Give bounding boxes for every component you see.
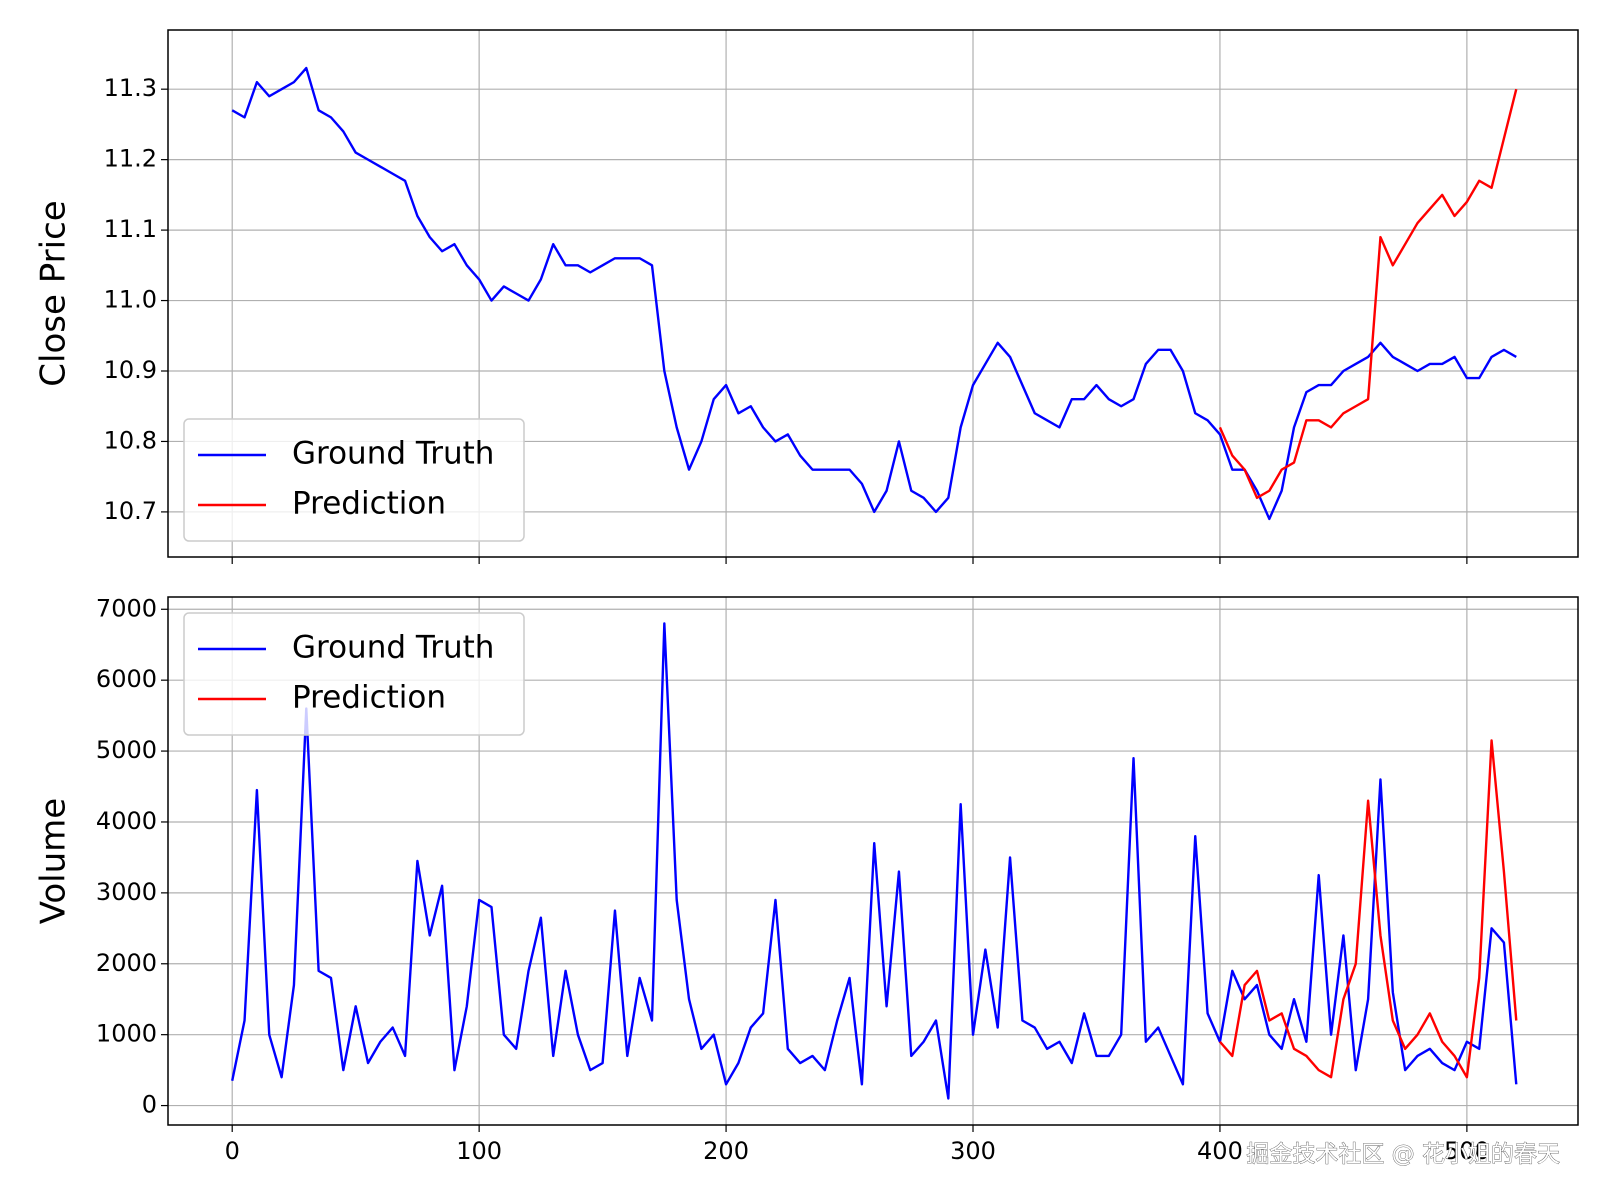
y-tick-label: 11.1 <box>104 215 157 243</box>
y-tick-label: 5000 <box>96 736 157 764</box>
y-tick-label: 11.0 <box>104 286 157 314</box>
y-tick-label: 2000 <box>96 949 157 977</box>
legend-label: Ground Truth <box>292 630 494 666</box>
x-tick-label: 400 <box>1197 1137 1243 1165</box>
y-tick-label: 3000 <box>96 878 157 906</box>
series-line <box>231 622 1518 1100</box>
x-tick-label: 300 <box>950 1137 996 1165</box>
y-tick-label: 1000 <box>96 1020 157 1048</box>
y-tick-label: 10.9 <box>104 356 157 384</box>
y-tick-label: 11.2 <box>104 145 157 173</box>
y-tick-label: 7000 <box>96 594 157 622</box>
watermark: 掘金技术社区 @ 花小姐的春天 <box>1246 1142 1560 1168</box>
y-axis-label: Close Price <box>34 200 74 386</box>
legend-label: Prediction <box>292 680 446 716</box>
x-tick-label: 100 <box>456 1137 502 1165</box>
series-line <box>1218 88 1518 500</box>
legend-box <box>183 418 525 542</box>
y-axis-label: Volume <box>34 798 74 924</box>
y-tick-label: 11.3 <box>104 74 157 102</box>
legend-box <box>183 612 525 736</box>
x-tick-label: 0 <box>225 1137 240 1165</box>
axes-frame <box>167 596 1579 1126</box>
legend-label: Ground Truth <box>292 436 494 472</box>
y-tick-label: 6000 <box>96 665 157 693</box>
legend-label: Prediction <box>292 486 446 522</box>
series-line <box>231 66 1517 521</box>
series-line <box>1219 739 1518 1079</box>
x-tick-label: 500 <box>1444 1137 1490 1165</box>
y-tick-label: 4000 <box>96 807 157 835</box>
axes-frame <box>167 29 1579 558</box>
y-tick-label: 10.8 <box>104 426 157 454</box>
y-tick-label: 10.7 <box>104 497 157 525</box>
y-tick-label: 0 <box>142 1091 157 1119</box>
x-tick-label: 200 <box>703 1137 749 1165</box>
